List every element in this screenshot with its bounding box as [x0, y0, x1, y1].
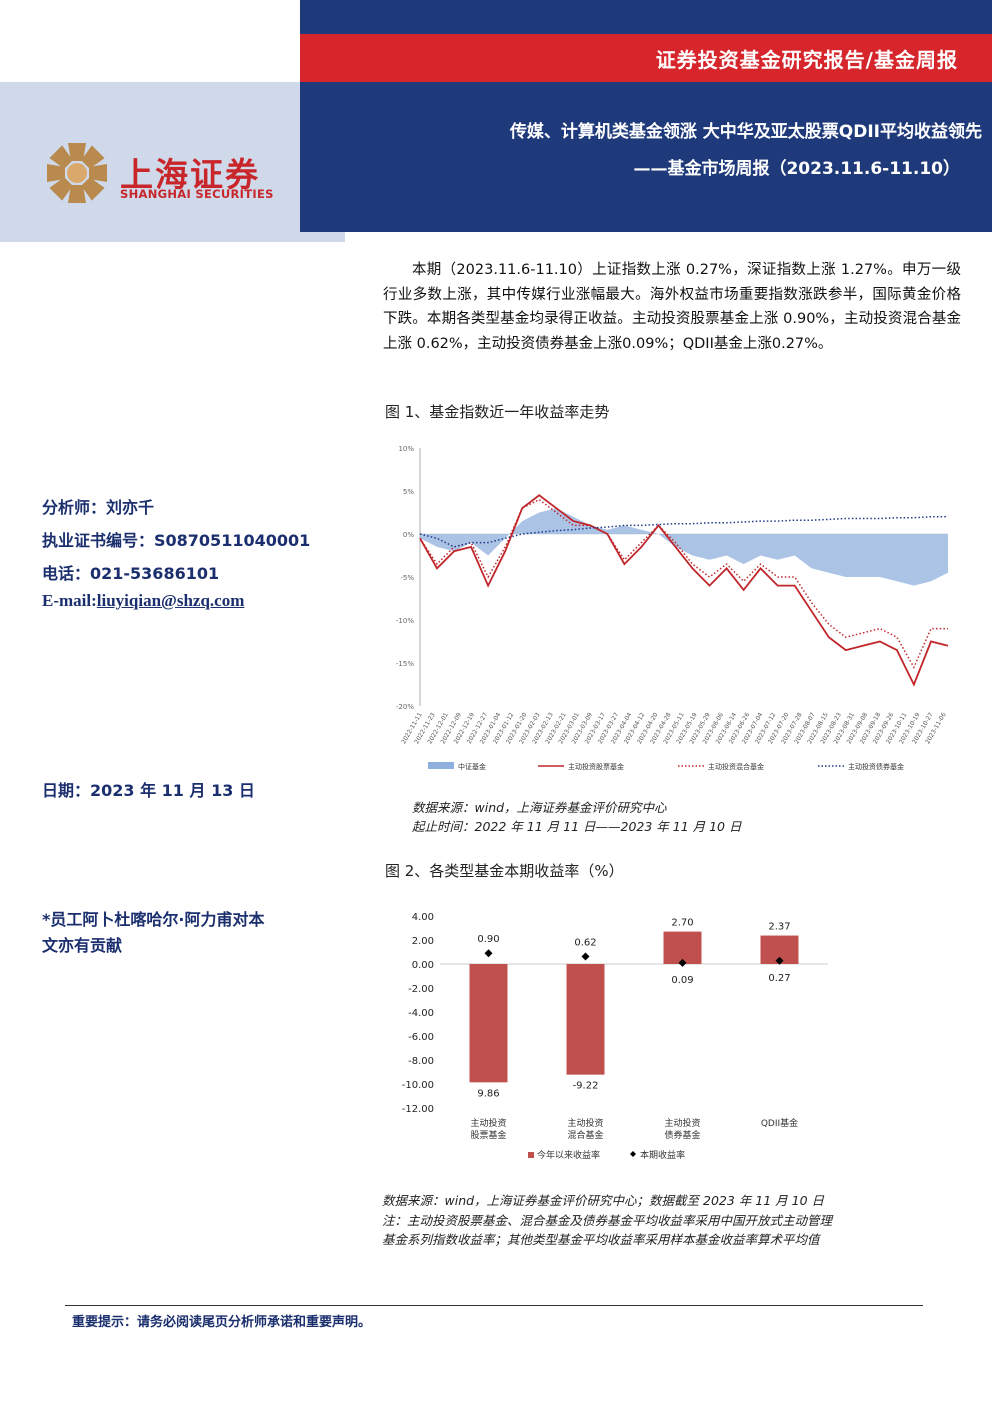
figure1-source: 数据来源：wind，上海证券基金评价研究中心 — [412, 800, 667, 815]
y-tick-label: 0% — [403, 531, 414, 539]
marker-week-1 — [581, 952, 590, 961]
bar-ytd-label-2: 2.70 — [671, 918, 693, 929]
email-label: E-mail: — [42, 591, 97, 610]
footer-rule — [65, 1305, 923, 1306]
y-tick-label: 4.00 — [412, 912, 434, 923]
y-tick-label: 2.00 — [412, 936, 434, 947]
y-tick-label: -4.00 — [408, 1008, 434, 1019]
company-logo-icon — [47, 143, 107, 203]
y-tick-label: -2.00 — [408, 984, 434, 995]
fund-return-bar-chart: 4.00 2.00 0.00 -2.00 -4.00 -6.00 -8.00 -10.00 -1… — [402, 912, 828, 1161]
analyst-cert: 执业证书编号：S0870511040001 — [42, 531, 311, 550]
figure2-note-line2: 基金系列指数收益率；其他类型基金平均收益率采用样本基金收益率算术平均值 — [382, 1232, 820, 1247]
y-tick-label: 0.00 — [412, 960, 434, 971]
title-panel — [300, 82, 992, 232]
legend-swatch-0 — [428, 762, 454, 769]
contributor-note-line2: 文亦有贡献 — [42, 936, 123, 955]
figure2-title: 图 2、各类型基金本期收益率（%） — [385, 862, 624, 880]
report-date: 日期：2023 年 11 月 13 日 — [42, 781, 255, 800]
report-category: 证券投资基金研究报告/基金周报 — [655, 48, 958, 72]
legend-label-2: 主动投资混合基金 — [708, 762, 764, 771]
marker-week-label-1: 0.62 — [574, 938, 596, 949]
y-tick-label: 10% — [398, 445, 414, 453]
marker-week-label-2: 0.09 — [671, 975, 693, 986]
figure2-note-line1: 注：主动投资股票基金、混合基金及债券基金平均收益率采用中国开放式主动管理 — [382, 1213, 833, 1228]
marker-week-2 — [678, 958, 687, 967]
report-subtitle: ——基金市场周报（2023.11.6-11.10） — [633, 159, 960, 179]
marker-week-0 — [484, 949, 493, 958]
logo-panel: 上海证券 SHANGHAI SECURITIES — [0, 82, 300, 232]
email-link[interactable]: liuyiqian@shzq.com — [96, 591, 245, 610]
legend-label-3: 主动投资债券基金 — [848, 762, 904, 771]
contributor-note-line1: *员工阿卜杜喀哈尔·阿力甫对本 — [42, 910, 265, 929]
logo-name-en: SHANGHAI SECURITIES — [120, 187, 274, 201]
logo-name-cn: 上海证券 — [120, 155, 260, 194]
y-tick-label: -20% — [396, 703, 414, 711]
report-title: 传媒、计算机类基金领涨 大中华及亚太股票QDII平均收益领先 — [509, 122, 982, 142]
y-tick-label: -5% — [400, 574, 414, 582]
legend-swatch-week — [630, 1151, 636, 1157]
category-label-3: QDII基金 — [761, 1117, 798, 1129]
series-line-2 — [419, 498, 948, 669]
y-tick-label: -12.00 — [402, 1104, 434, 1115]
marker-week-label-3: 0.27 — [768, 973, 790, 984]
legend-label-week: 本期收益率 — [640, 1149, 685, 1161]
important-notice: 重要提示：请务必阅读尾页分析师承诺和重要声明。 — [72, 1315, 372, 1330]
category-label-2: 主动投资 — [664, 1117, 700, 1129]
y-tick-label: -6.00 — [408, 1032, 434, 1043]
report-category-band: 证券投资基金研究报告/基金周报 — [300, 34, 992, 82]
category-label-1: 主动投资 — [567, 1117, 603, 1129]
category-label-0: 主动投资 — [470, 1117, 506, 1129]
y-tick-label: -10.00 — [402, 1080, 434, 1091]
bar-ytd-label-1: -9.22 — [573, 1081, 599, 1092]
legend-label-1: 主动投资股票基金 — [568, 762, 624, 771]
legend-label-ytd: 今年以来收益率 — [537, 1149, 600, 1161]
legend-swatch-ytd — [528, 1152, 534, 1158]
marker-week-label-0: 0.90 — [477, 934, 499, 945]
category-label-1: 混合基金 — [567, 1129, 603, 1141]
analyst-email: E-mail:liuyiqian@shzq.com — [42, 591, 244, 611]
y-tick-label: -15% — [396, 660, 414, 668]
y-tick-label: -8.00 — [408, 1056, 434, 1067]
bar-ytd-2 — [663, 931, 702, 964]
fund-index-line-chart: 10%5%0%-5%-10%-15%-20%2022-11-112022-11-… — [396, 445, 949, 771]
marker-week-3 — [775, 956, 784, 965]
bar-ytd-1 — [566, 964, 605, 1075]
figure2-source: 数据来源：wind，上海证券基金评价研究中心；数据截至 2023 年 11 月 … — [382, 1193, 825, 1208]
analyst-phone: 电话：021-53686101 — [42, 564, 220, 583]
bar-ytd-label-3: 2.37 — [768, 922, 790, 933]
category-label-2: 债券基金 — [664, 1129, 700, 1141]
figure1-period: 起止时间：2022 年 11 月 11 日——2023 年 11 月 10 日 — [412, 819, 742, 834]
series-line-3 — [419, 516, 948, 548]
figure1-title: 图 1、基金指数近一年收益率走势 — [385, 403, 610, 421]
bar-ytd-label-0: 9.86 — [477, 1088, 499, 1099]
y-tick-label: -10% — [396, 617, 414, 625]
bar-ytd-0 — [469, 964, 508, 1083]
header-top-strip — [300, 0, 992, 34]
category-label-0: 股票基金 — [470, 1129, 506, 1141]
legend-label-0: 中证基金 — [458, 762, 486, 771]
summary-paragraph: 本期（2023.11.6-11.10）上证指数上涨 0.27%，深证指数上涨 1… — [383, 262, 961, 352]
series-area-0 — [420, 508, 948, 586]
analyst-name: 分析师：刘亦千 — [42, 498, 155, 517]
series-line-1 — [419, 494, 949, 687]
y-tick-label: 5% — [403, 488, 414, 496]
header-separator — [0, 232, 345, 242]
